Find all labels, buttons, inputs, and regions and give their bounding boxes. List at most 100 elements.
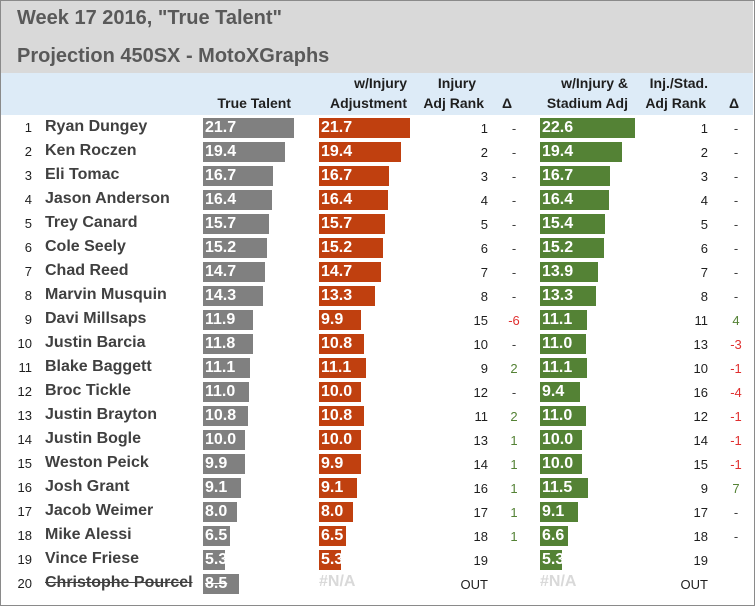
stadium-adj-rank: 10 xyxy=(693,361,708,376)
rider-name: Jacob Weimer xyxy=(45,502,154,519)
injury-adj-rank: 14 xyxy=(473,457,488,472)
header-stad-rank-line1: Inj./Stad. xyxy=(649,75,708,91)
stadium-adj-rank: 15 xyxy=(693,457,708,472)
injury-rank-delta: - xyxy=(511,289,517,304)
stadium-adj-bar xyxy=(540,502,578,522)
true-talent-value-label: 10.0 xyxy=(205,431,237,448)
injury-adj-bar xyxy=(319,166,389,186)
chart-subtitle: Projection 450SX - MotoXGraphs xyxy=(17,45,330,67)
true-talent-value-label: 5.3 xyxy=(205,551,228,568)
row-number: 17 xyxy=(17,504,32,519)
stadium-adj-rank: 19 xyxy=(693,553,708,568)
injury-adj-bar xyxy=(319,286,375,306)
header-injury-adj-line2: Adjustment xyxy=(330,95,407,111)
rider-name: Vince Friese xyxy=(45,550,139,567)
rider-name: Justin Barcia xyxy=(45,334,146,351)
stadium-adj-rank: 9 xyxy=(700,481,708,496)
row-number: 19 xyxy=(17,552,32,567)
header-injury-adj-line1: w/Injury xyxy=(354,75,407,91)
stadium-adj-value-label: 11.1 xyxy=(542,311,573,328)
stadium-adj-rank: 13 xyxy=(693,337,708,352)
stadium-rank-delta: - xyxy=(733,529,739,544)
true-talent-value-label: 14.7 xyxy=(205,263,237,280)
row-number: 10 xyxy=(17,336,32,351)
injury-adj-bar xyxy=(319,382,361,402)
true-talent-bar xyxy=(203,358,250,378)
injury-adj-rank: 17 xyxy=(473,505,488,520)
true-talent-value-label: 9.1 xyxy=(205,479,228,496)
stadium-adj-value-label: 11.5 xyxy=(542,479,573,496)
true-talent-value-label: 8.0 xyxy=(205,503,228,520)
stadium-adj-bar xyxy=(540,478,588,498)
stadium-adj-rank: 5 xyxy=(700,217,708,232)
stadium-rank-delta: - xyxy=(733,241,739,256)
true-talent-value-label: 10.8 xyxy=(205,407,237,424)
rider-name: Jason Anderson xyxy=(45,190,170,207)
row-number: 5 xyxy=(24,216,32,231)
row-number: 14 xyxy=(17,432,32,447)
stadium-adj-rank: 3 xyxy=(700,169,708,184)
injury-adj-rank: 16 xyxy=(473,481,488,496)
stadium-adj-rank: 14 xyxy=(693,433,708,448)
injury-rank-delta: - xyxy=(511,241,517,256)
rider-name: Chad Reed xyxy=(45,262,129,279)
true-talent-bar xyxy=(203,406,248,426)
injury-adj-bar xyxy=(319,502,353,522)
injury-adj-rank: 5 xyxy=(480,217,488,232)
row-number: 3 xyxy=(24,168,32,183)
row-number: 16 xyxy=(17,480,32,495)
true-talent-bar xyxy=(203,238,267,258)
rider-name: Davi Millsaps xyxy=(45,310,147,327)
injury-adj-value-label: 9.1 xyxy=(321,479,344,496)
row-number: 8 xyxy=(24,288,32,303)
injury-rank-delta: - xyxy=(511,145,517,160)
stadium-adj-rank: 16 xyxy=(693,385,708,400)
stadium-adj-rank: 1 xyxy=(700,121,708,136)
injury-adj-value-label: 14.7 xyxy=(321,263,353,280)
rider-name: Mike Alessi xyxy=(45,526,132,543)
true-talent-value-label: 8.5 xyxy=(205,575,228,592)
injury-rank-delta: 1 xyxy=(510,481,518,496)
injury-adj-rank: 1 xyxy=(480,121,488,136)
header-true-talent: True Talent xyxy=(217,95,291,111)
injury-adj-value-label: 5.3 xyxy=(321,551,344,568)
rider-name: Cole Seely xyxy=(45,238,126,255)
stadium-adj-rank: 8 xyxy=(700,289,708,304)
row-number: 20 xyxy=(17,576,32,591)
stadium-rank-delta: - xyxy=(733,121,739,136)
stadium-adj-value-label: 11.1 xyxy=(542,359,573,376)
stadium-adj-rank: OUT xyxy=(680,577,708,592)
stadium-adj-bar xyxy=(540,238,604,258)
injury-rank-delta: - xyxy=(511,217,517,232)
true-talent-value-label: 6.5 xyxy=(205,527,228,544)
stadium-adj-bar xyxy=(540,190,609,210)
injury-adj-na-label: #N/A xyxy=(319,573,356,590)
true-talent-bar xyxy=(203,190,272,210)
stadium-adj-bar xyxy=(540,310,587,330)
injury-adj-rank: 9 xyxy=(480,361,488,376)
injury-adj-value-label: 16.7 xyxy=(321,167,353,184)
rider-name: Josh Grant xyxy=(45,478,130,495)
header-injury-rank-line2: Adj Rank xyxy=(423,95,484,111)
rider-name: Ryan Dungey xyxy=(45,118,148,135)
injury-adj-rank: 12 xyxy=(473,385,488,400)
stadium-rank-delta: - xyxy=(733,217,739,232)
injury-rank-delta: - xyxy=(511,385,517,400)
stadium-rank-delta: - xyxy=(733,169,739,184)
true-talent-value-label: 19.4 xyxy=(205,143,237,160)
true-talent-value-label: 21.7 xyxy=(205,119,237,136)
header-stadium-adj-line2: Stadium Adj xyxy=(546,95,628,111)
injury-adj-value-label: 10.0 xyxy=(321,431,353,448)
stadium-adj-rank: 4 xyxy=(700,193,708,208)
true-talent-bar xyxy=(203,118,294,138)
stadium-rank-delta: -3 xyxy=(730,337,742,352)
true-talent-value-label: 15.7 xyxy=(205,215,237,232)
header-stad-rank-line2: Adj Rank xyxy=(645,95,706,111)
stadium-adj-bar xyxy=(540,430,582,450)
row-number: 12 xyxy=(17,384,32,399)
true-talent-value-label: 11.9 xyxy=(205,311,236,328)
injury-adj-value-label: 6.5 xyxy=(321,527,344,544)
stadium-adj-value-label: 16.7 xyxy=(542,167,574,184)
title-band: Week 17 2016, "True Talent" Projection 4… xyxy=(1,1,753,73)
stadium-adj-value-label: 10.0 xyxy=(542,431,574,448)
